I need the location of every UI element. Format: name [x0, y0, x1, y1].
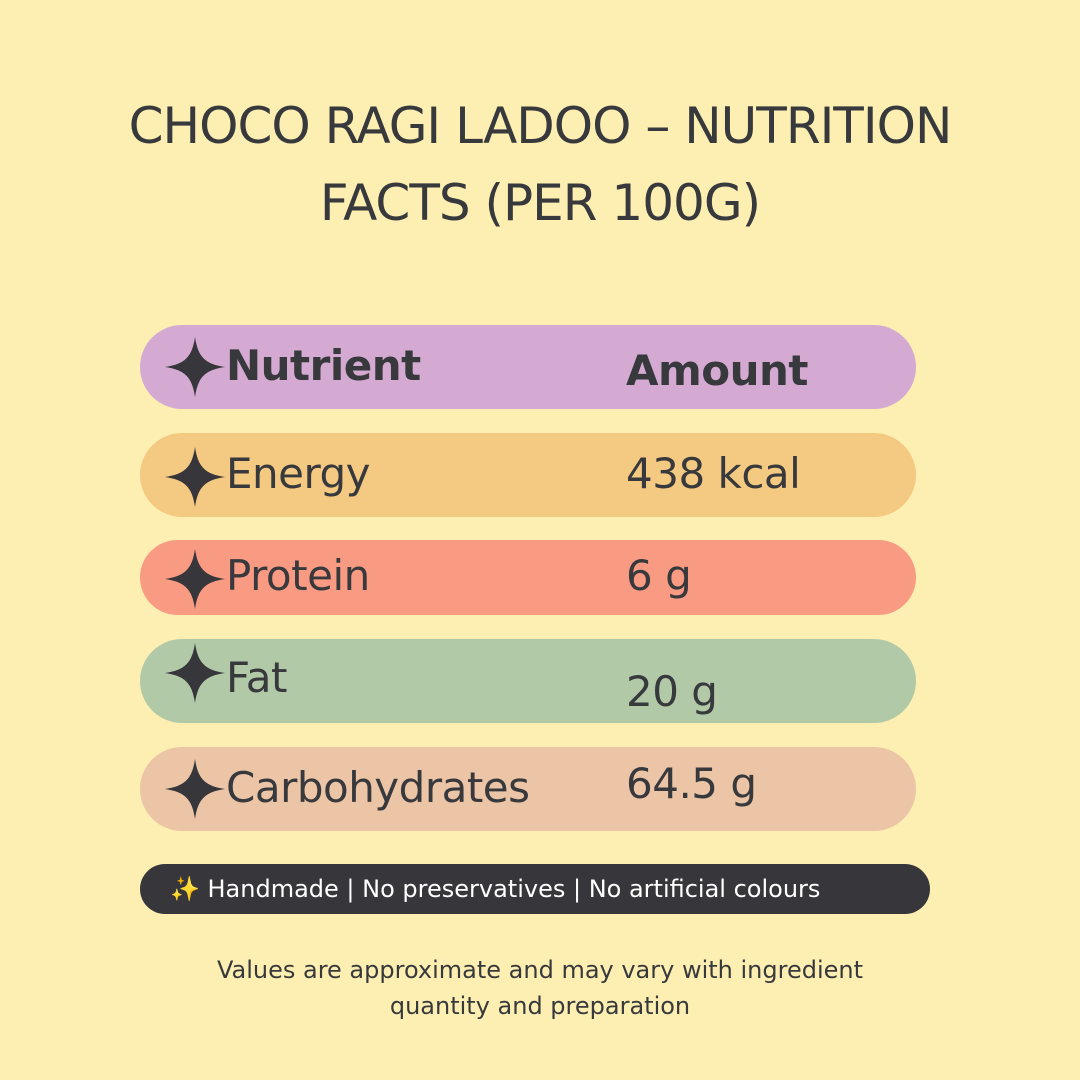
nutrient-amount: 438 kcal [626, 449, 801, 498]
nutrient-name: Energy [226, 449, 371, 498]
four-point-star-icon [165, 759, 225, 819]
header-nutrient: Nutrient [226, 341, 421, 390]
disclaimer-line-1: Values are approximate and may vary with… [216, 956, 864, 984]
title-line-2: FACTS (PER 100G) [319, 174, 761, 232]
table-row-energy: Energy 438 kcal [140, 433, 916, 517]
header-amount: Amount [626, 346, 809, 395]
nutrient-name: Protein [226, 551, 370, 600]
four-point-star-icon [165, 447, 225, 507]
four-point-star-icon [165, 337, 225, 397]
nutrient-amount: 20 g [626, 667, 718, 716]
nutrient-name: Carbohydrates [226, 763, 530, 812]
title-line-1: CHOCO RAGI LADOO – NUTRITION [128, 97, 953, 155]
page-title: CHOCO RAGI LADOO – NUTRITION FACTS (PER … [0, 88, 1080, 242]
nutrient-amount: 6 g [626, 551, 692, 600]
four-point-star-icon [165, 643, 225, 703]
four-point-star-icon [165, 549, 225, 609]
table-row-fat: Fat 20 g [140, 639, 916, 723]
nutrient-amount: 64.5 g [626, 759, 757, 808]
table-row-carbohydrates: Carbohydrates 64.5 g [140, 747, 916, 831]
table-row-protein: Protein 6 g [140, 540, 916, 615]
table-header-row: Nutrient Amount [140, 325, 916, 409]
product-features-badge: ✨ Handmade | No preservatives | No artif… [140, 864, 930, 914]
nutrient-name: Fat [226, 653, 288, 702]
disclaimer-note: Values are approximate and may vary with… [0, 952, 1080, 1024]
disclaimer-line-2: quantity and preparation [389, 992, 691, 1020]
